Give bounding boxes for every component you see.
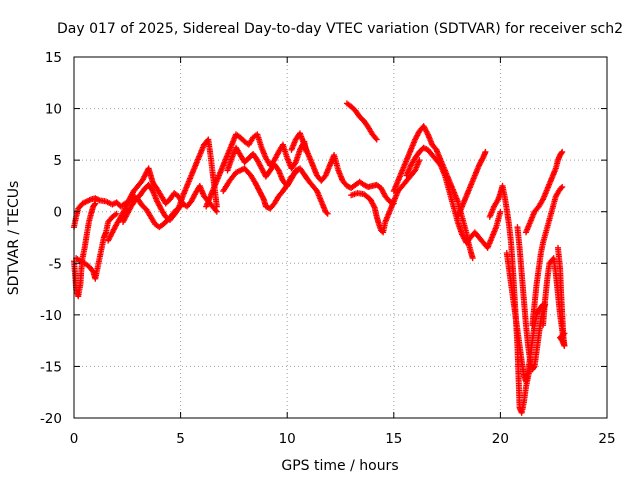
series-arc-19 — [529, 183, 566, 329]
y-tick-label: -15 — [40, 359, 62, 375]
axis-ticks: 0 5 10 15 20 25 -20 -15 -10 -5 0 5 10 15 — [40, 50, 616, 447]
x-tick-label: 10 — [279, 431, 296, 447]
series-arc-8 — [220, 165, 299, 212]
data-point — [372, 135, 379, 142]
series-arc-13 — [403, 144, 504, 251]
y-tick-label: 5 — [53, 153, 62, 169]
data-point — [213, 203, 220, 210]
series-arc-14 — [454, 148, 489, 220]
y-tick-label: -5 — [49, 256, 62, 272]
series-arc-6 — [203, 131, 310, 210]
data-point — [558, 184, 565, 191]
data-point — [92, 200, 99, 207]
chart-title: Day 017 of 2025, Sidereal Day-to-day VTE… — [57, 21, 623, 37]
data-point — [482, 148, 489, 155]
x-tick-label: 5 — [176, 431, 185, 447]
series-arc-5 — [120, 136, 220, 226]
plot-border — [73, 56, 608, 419]
series-arc-9 — [288, 130, 397, 207]
series-arc-18 — [522, 148, 566, 236]
data-point — [561, 342, 568, 349]
x-tick-label: 0 — [70, 431, 79, 447]
data-point — [530, 364, 537, 371]
y-tick-label: -10 — [40, 308, 62, 324]
data-point — [373, 136, 380, 143]
y-tick-label: 10 — [45, 102, 62, 118]
data-point — [91, 201, 98, 208]
series-arc-2 — [71, 200, 99, 300]
y-axis-label: SDTVAR / TECUs — [6, 181, 22, 296]
data-point — [416, 157, 423, 164]
series-arc-11 — [348, 157, 423, 236]
x-tick-label: 20 — [492, 431, 509, 447]
data-point — [113, 210, 120, 217]
data-point — [559, 148, 566, 155]
series-arc-17 — [514, 224, 549, 373]
grid — [74, 57, 607, 418]
series-arc-21 — [554, 244, 568, 349]
data-point — [213, 208, 220, 215]
data-point — [291, 170, 298, 177]
data-point — [324, 210, 331, 217]
data-point — [323, 209, 330, 216]
data-point — [95, 196, 102, 203]
data-point — [212, 207, 219, 214]
y-tick-label: -20 — [40, 411, 62, 427]
data-series — [71, 100, 568, 416]
x-axis-label: GPS time / hours — [281, 458, 398, 474]
data-point — [469, 255, 476, 262]
x-tick-label: 15 — [385, 431, 402, 447]
series-arc-10 — [343, 100, 380, 143]
y-tick-label: 0 — [53, 205, 62, 221]
data-point — [292, 169, 299, 176]
data-point — [559, 183, 566, 190]
data-point — [558, 149, 565, 156]
data-point — [497, 208, 504, 215]
y-tick-label: 15 — [45, 50, 62, 66]
x-tick-label: 25 — [598, 431, 615, 447]
series-arc-3 — [73, 210, 120, 282]
